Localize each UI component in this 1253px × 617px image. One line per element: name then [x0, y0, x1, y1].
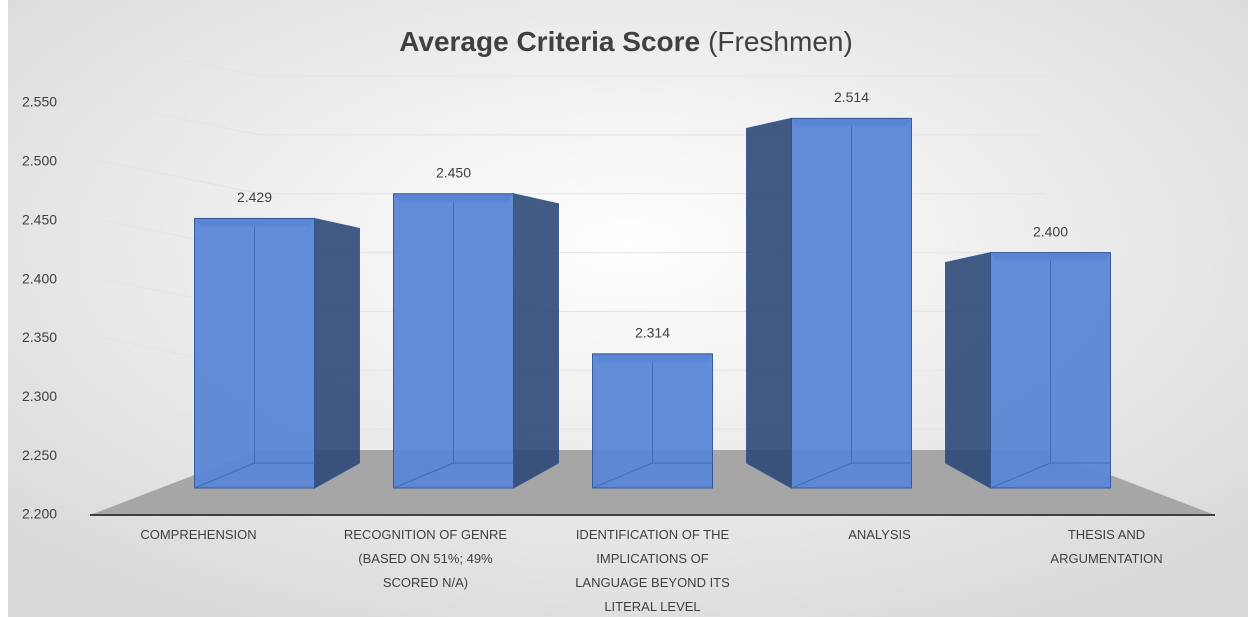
chart-title: Average Criteria Score (Freshmen) [399, 26, 853, 57]
y-tick-label: 2.550 [22, 94, 57, 110]
value-label: 2.314 [635, 325, 670, 341]
title: Average Criteria Score [399, 26, 700, 57]
grid-line [99, 160, 261, 195]
value-label: 2.514 [834, 89, 869, 105]
y-tick-label: 2.450 [22, 211, 57, 227]
bar-edge [194, 462, 255, 489]
y-tick-label: 2.300 [22, 388, 57, 404]
y-tick-label: 2.200 [22, 506, 57, 522]
bar-edge [791, 462, 852, 489]
bar-edge [592, 462, 653, 489]
bar [746, 117, 912, 489]
bar-side [945, 251, 991, 489]
y-tick-label: 2.350 [22, 329, 57, 345]
x-tick-label: COMPREHENSION [140, 527, 256, 542]
subtitle: (Freshmen) [708, 26, 853, 57]
bar-edge [990, 462, 1051, 489]
bar-side [513, 193, 559, 489]
y-tick-label: 2.250 [22, 447, 57, 463]
value-label: 2.429 [237, 189, 272, 205]
value-label: 2.400 [1033, 223, 1068, 239]
grid-line [99, 42, 261, 77]
x-tick-label: ANALYSIS [848, 527, 911, 542]
bar-side [314, 217, 360, 489]
bar [592, 353, 713, 489]
bar [393, 193, 559, 489]
bar-edge [393, 462, 454, 489]
x-tick-label: RECOGNITION OF GENRE (BASED ON 51%; 49% SC… [344, 527, 508, 590]
bar [945, 251, 1111, 489]
x-tick-label: IDENTIFICATION OF THE IMPLICATIONS OF LANG… [575, 527, 730, 614]
bar-side [746, 117, 792, 489]
grid-line [99, 101, 261, 136]
value-label: 2.450 [436, 164, 471, 180]
y-tick-label: 2.500 [22, 153, 57, 169]
x-tick-label: THESIS AND ARGUMENTATION [1050, 527, 1162, 566]
bar [194, 217, 360, 489]
y-tick-label: 2.400 [22, 270, 57, 286]
